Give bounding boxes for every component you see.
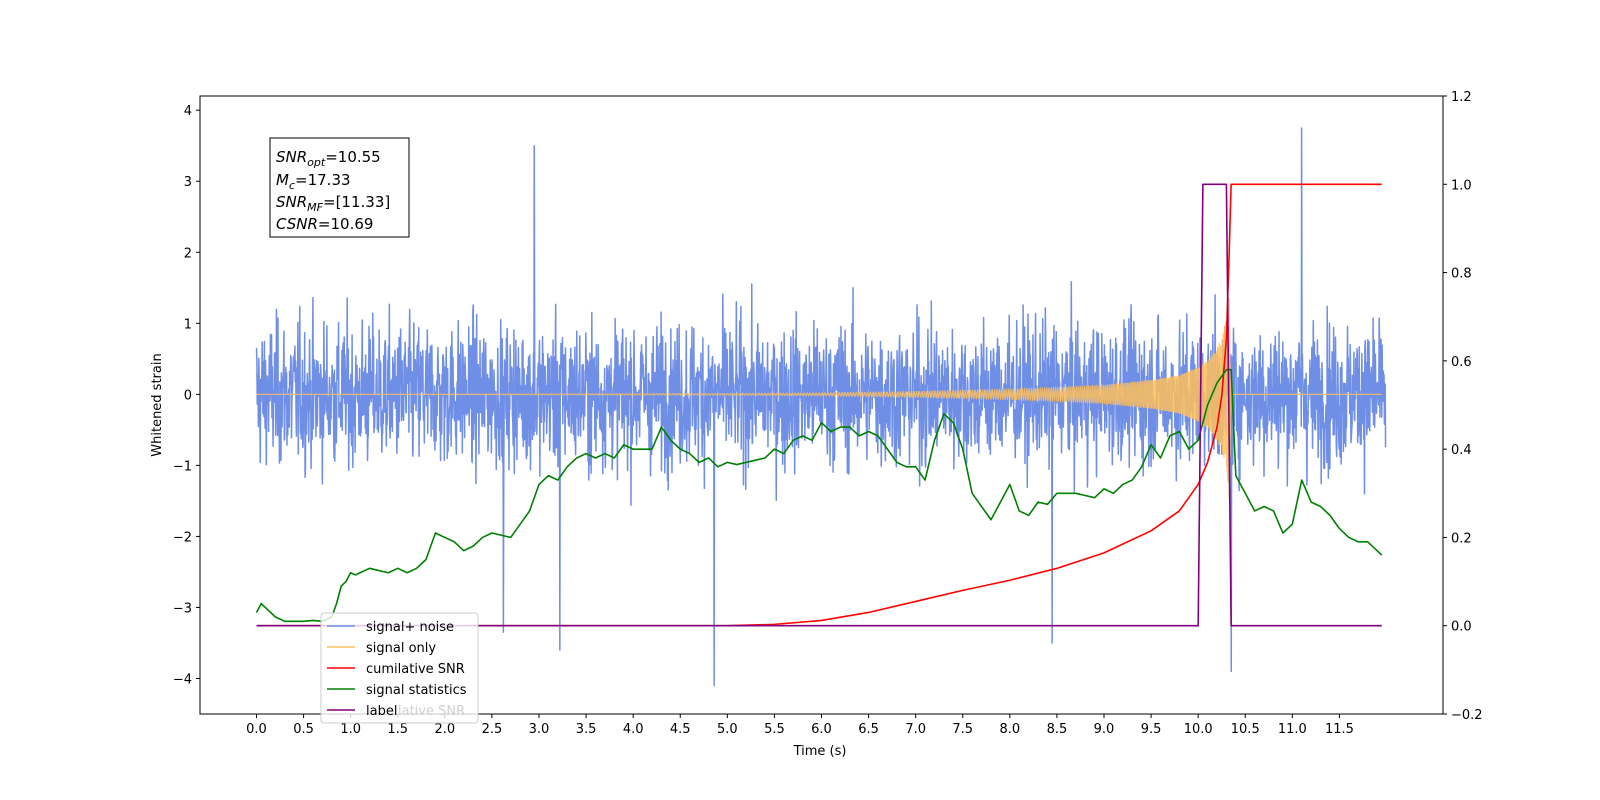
x-tick-label: 6.0 bbox=[811, 722, 832, 737]
x-tick-label: 10.5 bbox=[1231, 722, 1260, 737]
x-tick-label: 5.5 bbox=[764, 722, 785, 737]
svg-text:signal+ noise: signal+ noise bbox=[366, 620, 454, 635]
y-left-tick-label: 0 bbox=[184, 388, 192, 403]
x-tick-label: 1.0 bbox=[340, 722, 361, 737]
y-right-tick-label: 1.0 bbox=[1451, 178, 1472, 193]
y-left-tick-label: 1 bbox=[184, 317, 192, 332]
x-tick-label: 3.5 bbox=[576, 722, 597, 737]
annotation-snr-opt: SNRopt=10.55 bbox=[276, 148, 381, 169]
legend-box bbox=[320, 612, 479, 724]
legend-entry-signal-statistics: signal statistics bbox=[327, 683, 467, 698]
y-right-tick-label: 0.4 bbox=[1451, 443, 1472, 458]
x-tick-label: 0.0 bbox=[246, 722, 267, 737]
y-right-tick-label: 0.0 bbox=[1451, 620, 1472, 635]
x-tick-label: 4.5 bbox=[670, 722, 691, 737]
annotation-snr-mf: SNRMF=[11.33] bbox=[276, 193, 390, 214]
y-left-tick-label: −3 bbox=[173, 601, 192, 616]
annotation-mc: Mc=17.33 bbox=[276, 171, 351, 192]
svg-text:cumilative SNR: cumilative SNR bbox=[366, 662, 465, 677]
x-tick-label: 4.0 bbox=[623, 722, 644, 737]
x-tick-label: 9.5 bbox=[1141, 722, 1162, 737]
y-left-tick-label: −1 bbox=[173, 459, 192, 474]
annotation-box: SNRopt=10.55 Mc=17.33 SNRMF=[11.33] CSNR… bbox=[269, 137, 410, 238]
x-tick-label: 7.5 bbox=[952, 722, 973, 737]
legend-entry-signal-only: signal only bbox=[327, 641, 436, 656]
x-tick-label: 2.0 bbox=[434, 722, 455, 737]
legend-entry-cumilative-snr: cumilative SNR bbox=[327, 662, 465, 677]
y-axis-label: Whitened strain bbox=[150, 353, 165, 456]
x-tick-label: 6.5 bbox=[858, 722, 879, 737]
series-signal-only bbox=[256, 297, 1382, 500]
x-tick-label: 5.0 bbox=[717, 722, 738, 737]
y-left-tick-label: 2 bbox=[184, 246, 192, 261]
y-right-tick-label: 0.8 bbox=[1451, 267, 1472, 282]
x-tick-label: 8.5 bbox=[1047, 722, 1068, 737]
annotation-csnr: CSNR=10.69 bbox=[276, 215, 373, 233]
y-right-tick-label: 1.2 bbox=[1451, 90, 1472, 105]
series-signal-noise bbox=[255, 127, 1387, 687]
x-tick-label: 11.0 bbox=[1278, 722, 1307, 737]
y-left-tick-label: −2 bbox=[173, 530, 192, 545]
x-tick-label: 3.0 bbox=[529, 722, 550, 737]
x-axis-label: Time (s) bbox=[793, 744, 847, 759]
x-tick-label: 9.0 bbox=[1094, 722, 1115, 737]
legend: signal+ noise signal only cumilative SNR… bbox=[320, 612, 479, 724]
x-tick-label: 0.5 bbox=[293, 722, 314, 737]
y-left-tick-label: −4 bbox=[173, 672, 192, 687]
x-tick-label: 7.0 bbox=[905, 722, 926, 737]
legend-ghost-text: lative SNR bbox=[398, 704, 465, 719]
legend-entry-label: lative SNR label bbox=[327, 704, 465, 719]
svg-text:signal only: signal only bbox=[366, 641, 436, 656]
x-tick-label: 2.5 bbox=[482, 722, 503, 737]
svg-text:label: label bbox=[366, 704, 397, 719]
legend-entry-signal-noise: signal+ noise bbox=[327, 620, 454, 635]
x-tick-label: 1.5 bbox=[387, 722, 408, 737]
y-left-tick-label: 4 bbox=[184, 104, 192, 119]
y-right-tick-label: −0.2 bbox=[1451, 708, 1483, 723]
x-tick-label: 10.0 bbox=[1184, 722, 1213, 737]
x-tick-label: 8.0 bbox=[999, 722, 1020, 737]
y-right-tick-label: 0.6 bbox=[1451, 355, 1472, 370]
svg-text:signal statistics: signal statistics bbox=[366, 683, 467, 698]
x-tick-label: 11.5 bbox=[1325, 722, 1354, 737]
series-cumilative-snr bbox=[256, 183, 1382, 627]
series-label bbox=[256, 183, 1382, 627]
y-right-tick-label: 0.2 bbox=[1451, 531, 1472, 546]
y-left-tick-label: 3 bbox=[184, 175, 192, 190]
